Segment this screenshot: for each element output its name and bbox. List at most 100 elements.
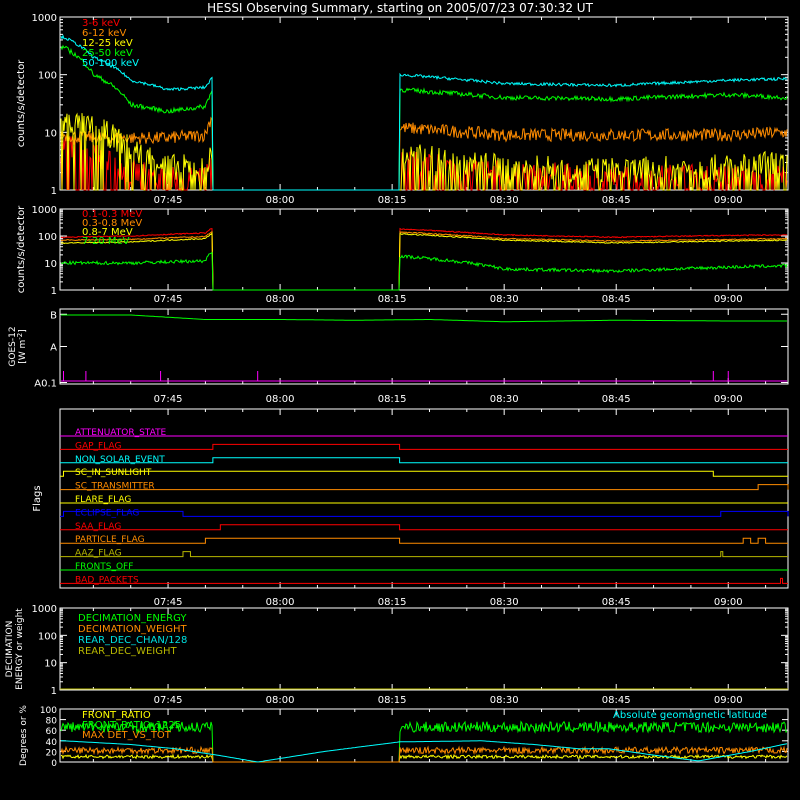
ratio-series-line-3 [61, 740, 788, 763]
hxr-x-tick-label: 08:15 [378, 195, 407, 206]
ratio-annotation: Absolute geomagnetic latitude [613, 710, 767, 721]
goes-x-tick-label: 08:45 [602, 394, 631, 405]
decimation-y-tick-label: 1 [51, 686, 57, 697]
gamma-1-series-line [60, 230, 788, 291]
flags-x-tick-label: 09:00 [714, 597, 743, 608]
ratio-y-tick-label: 80 [46, 717, 58, 727]
flags-label-3: SC_IN_SUNLIGHT [75, 468, 152, 478]
hxr-x-tick-label: 08:30 [490, 195, 519, 206]
flags-label-1: GAP_FLAG [75, 441, 121, 451]
decimation-legend-1: DECIMATION_WEIGHT [78, 624, 187, 635]
goes-x-tick-label: 09:00 [714, 394, 743, 405]
gamma-3-series-line [60, 251, 788, 291]
gamma-legend-1: 0.3-0.8 MeV [82, 218, 142, 229]
flags-x-tick-label: 08:00 [266, 597, 295, 608]
hxr-y-tick-label: 10 [44, 128, 57, 139]
hxr-3-series-line [60, 44, 788, 191]
decimation-x-tick-label: 08:30 [490, 695, 519, 706]
flags-panel: 07:45 08:00 08:15 08:30 08:45 09:00 Flags ATTEN… [32, 408, 789, 608]
gamma-x-tick-label: 08:45 [602, 294, 631, 305]
ratio-legend-2: MAX DET_VS_TOT [82, 730, 172, 741]
gamma-x-tick-label: 08:15 [378, 294, 407, 305]
flags-label-9: AAZ_FLAG [75, 549, 122, 559]
goes-y-tick-label: A0.1 [34, 379, 57, 390]
decimation-frame [59, 607, 789, 691]
ratio-legend-0: FRONT_RATIO [82, 710, 151, 721]
flags-label-2: NON_SOLAR_EVENT [75, 455, 165, 465]
gamma-legend-0: 0.1-0.3 MeV [82, 209, 142, 220]
hxr-4-series-line [60, 34, 788, 191]
goes-y-label: GOES-12 [8, 326, 18, 366]
flags-x-tick-label: 08:30 [490, 597, 519, 608]
panels: 1 10 100 100 0 07:45 08:00 08:15 08:30 08:45 09:00… [5, 13, 789, 769]
gamma-0-series-line [60, 227, 787, 291]
flags-y-label: Flags [32, 485, 43, 511]
flags-line-4 [60, 484, 789, 491]
decimation-x-tick-label: 08:45 [602, 695, 631, 706]
gamma-legend-3: 7-20 MeV [82, 236, 130, 247]
goes-panel: A0.1 A B 07:45 08:00 08:15 08:30 08:45 09:00 GOES… [8, 308, 789, 405]
hxr-x-tick-label: 09:00 [714, 195, 743, 206]
flags-label-5: FLARE_FLAG [75, 495, 131, 505]
hxr-legend-4: 50-100 keV [82, 58, 139, 69]
hxr-x-tick-label: 07:45 [154, 195, 183, 206]
flags-frame [59, 408, 789, 589]
goes-y-units-exponent: -2 [16, 333, 24, 340]
ratio-y-label: Degrees or % [19, 705, 29, 766]
gamma-x-tick-label: 09:00 [714, 294, 743, 305]
flags-label-4: SC_TRANSMITTER [75, 482, 155, 492]
decimation-y-label: DECIMATION [5, 621, 15, 678]
goes-x-tick-label: 07:45 [154, 394, 183, 405]
decimation-legend-3: REAR_DEC_WEIGHT [78, 646, 177, 657]
goes-x-tick-label: 08:15 [378, 394, 407, 405]
gamma-y-tick-label: 1 [51, 286, 57, 297]
goes-y-tick-label: B [50, 310, 57, 321]
ratio-y-tick-label: 100 [40, 706, 57, 716]
hxr-2-series-line [60, 112, 788, 191]
flags-x-tick-label: 07:45 [154, 597, 183, 608]
ratio-legend-1: FRONT_RATIO_1225 [82, 720, 181, 731]
ratio-y-tick-label: 60 [46, 727, 58, 737]
flags-label-11: BAD_PACKETS [75, 575, 139, 585]
hxr-legend-0: 3-6 keV [82, 18, 120, 29]
gamma-frame [59, 208, 789, 291]
ratio-y-tick-label: 20 [46, 748, 58, 758]
hxr-panel: 1 10 100 1000 07:45 08:00 08:15 08:30 08:45 09:00… [16, 13, 789, 206]
gamma-panel: 1 10 100 1000 07:45 08:00 08:15 08:30 08:45 09:00… [16, 205, 789, 305]
ratio-frame [59, 708, 789, 763]
ratio-y-tick-label: 0 [51, 759, 57, 769]
flags-label-6: ECLIPSE_FLAG [75, 508, 139, 518]
decimation-y-label-2: ENERGY or weight [15, 608, 25, 690]
decimation-panel: 1 10 100 1000 07:45 08:00 08:15 08:30 08:45 09:00… [5, 604, 789, 706]
decimation-legend-0: DECIMATION_ENERGY [78, 613, 187, 624]
hxr-legend-1: 6-12 keV [82, 28, 126, 39]
flags-line-1 [60, 443, 788, 450]
hxr-legend-2: 12-25 keV [82, 38, 133, 49]
flags-x-tick-label: 08:15 [378, 597, 407, 608]
gamma-2-series-line [60, 231, 788, 291]
gamma-x-tick-label: 07:45 [154, 294, 183, 305]
goes-y-tick-label: A [50, 343, 57, 354]
decimation-x-tick-label: 08:00 [266, 695, 295, 706]
hxr-y-label: counts/s/detector [16, 59, 27, 147]
flags-line-6 [60, 510, 789, 517]
ratio-series-line-1 [60, 720, 788, 763]
hxr-legend-3: 25-50 keV [82, 48, 133, 59]
gamma-y-label: counts/s/detector [16, 205, 27, 293]
decimation-y-tick-label: 100 [38, 631, 57, 642]
flags-line-11 [60, 577, 788, 584]
flags-line-3 [60, 470, 788, 477]
flags-label-8: PARTICLE_FLAG [75, 535, 145, 545]
hxr-x-tick-label: 08:45 [602, 195, 631, 206]
figure-title: HESSI Observing Summary, starting on 200… [207, 1, 593, 15]
gamma-y-tick-label: 100 [38, 232, 57, 243]
hxr-y-tick-label: 100 [38, 71, 57, 82]
hxr-y-tick-label: 1 [51, 186, 57, 197]
gamma-legend-2: 0.8-7 MeV [82, 227, 133, 238]
gamma-y-tick-label: 10 [44, 259, 57, 270]
flags-label-10: FRONTS_OFF [75, 562, 133, 572]
flags-line-7 [60, 524, 788, 531]
gamma-x-tick-label: 08:30 [490, 294, 519, 305]
